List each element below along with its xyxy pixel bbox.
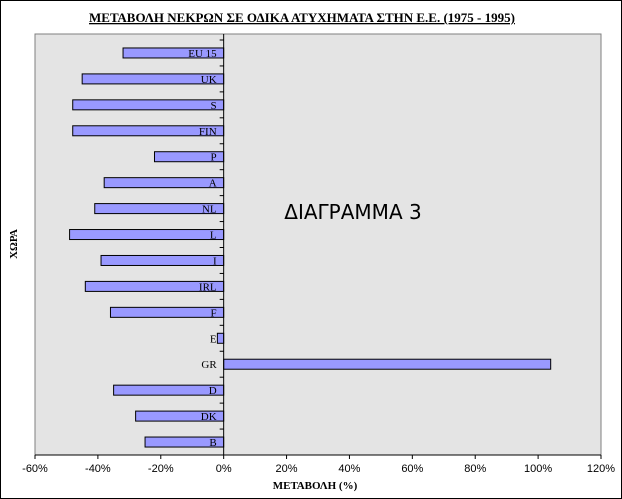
- category-label: E: [210, 333, 217, 345]
- category-label: B: [209, 437, 216, 449]
- category-label: L: [210, 230, 217, 242]
- category-labels-group: EU 15 UK S FIN P A NL L I IRL F E GR D DK B: [188, 39, 224, 449]
- x-tick-label: -60%: [22, 463, 48, 475]
- x-tick-label: 60%: [401, 463, 423, 475]
- category-label: UK: [201, 74, 217, 86]
- bar-a: [103, 177, 225, 189]
- category-label: FIN: [199, 126, 217, 138]
- category-label: P: [211, 152, 217, 164]
- category-label: A: [209, 178, 217, 190]
- category-label: D: [209, 385, 217, 397]
- x-tick-label: 80%: [464, 463, 486, 475]
- x-tick-label: 100%: [524, 463, 552, 475]
- bar-s: [72, 99, 225, 111]
- bar-l: [69, 229, 225, 241]
- x-tick-label: 0%: [216, 463, 232, 475]
- chart-title: ΜΕΤΑΒΟΛΗ ΝΕΚΡΩΝ ΣΕ ΟΔΙΚΑ ΑΤΥΧΗΜΑΤΑ ΣΤΗΝ …: [89, 10, 515, 25]
- x-tick-label: 20%: [276, 463, 298, 475]
- category-label: NL: [202, 204, 217, 216]
- category-label: EU 15: [188, 48, 217, 60]
- bar-i: [100, 254, 225, 266]
- x-axis-title: ΜΕΤΑΒΟΛΗ (%): [273, 480, 358, 492]
- category-label: IRL: [199, 281, 217, 293]
- bar-gr: [223, 358, 552, 370]
- bar-d: [113, 384, 225, 396]
- x-tick-label: -20%: [148, 463, 174, 475]
- category-label: DK: [201, 411, 217, 423]
- category-label: I: [213, 255, 217, 267]
- category-label: F: [211, 307, 217, 319]
- bar-f: [109, 306, 225, 318]
- y-axis-title: ΧΩΡΑ: [8, 229, 20, 259]
- x-tick-label: 40%: [338, 463, 360, 475]
- category-label: GR: [201, 359, 217, 371]
- x-tick-label: -40%: [85, 463, 111, 475]
- bar-e: [216, 332, 225, 344]
- diagram-annotation: ΔΙΑΓΡΑΜΜΑ 3: [284, 200, 421, 224]
- x-ticks-group: -60% -40% -20% 0% 20% 40% 60% 80% 100% 120%: [22, 455, 615, 475]
- x-tick-label: 120%: [587, 463, 615, 475]
- category-label: S: [211, 100, 217, 112]
